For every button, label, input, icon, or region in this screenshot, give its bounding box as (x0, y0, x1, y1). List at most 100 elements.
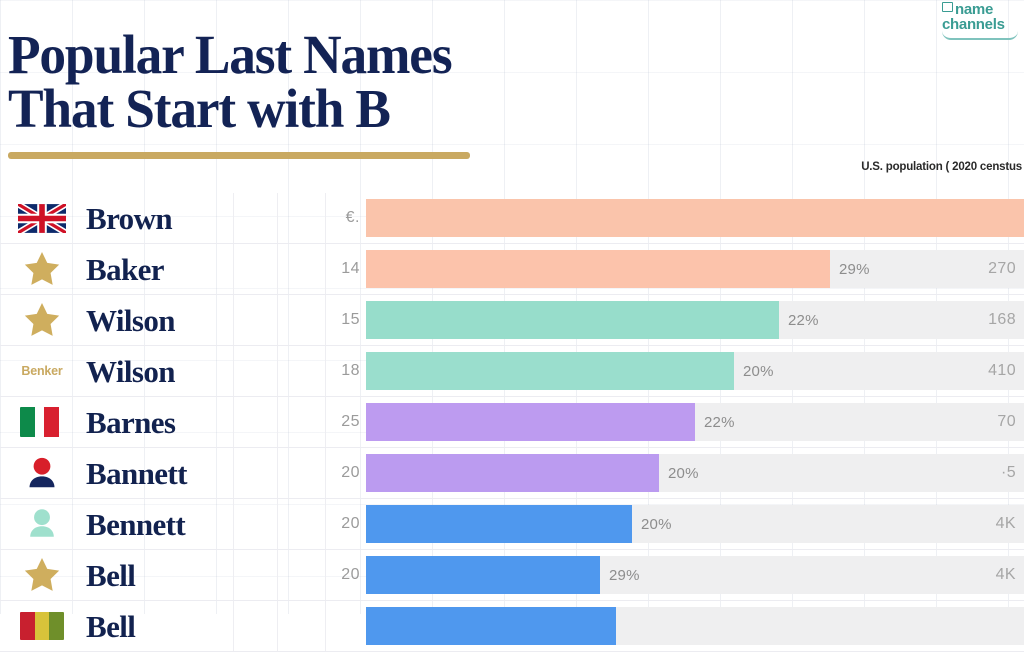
gold-star-icon (24, 252, 60, 285)
logo-swoosh-icon (942, 31, 1018, 41)
flag-italy-icon (20, 407, 64, 437)
column-divider (325, 295, 326, 345)
row-right-value: 410 (988, 362, 1016, 379)
row-name: Bell (86, 608, 136, 644)
column-divider (277, 550, 278, 600)
bar-percent-label: 22% (704, 413, 735, 431)
row-rank-value: 14 (341, 260, 360, 277)
bar-percent-label: 29% (839, 260, 870, 278)
bar (366, 352, 734, 390)
bar-track: 22% 168 (366, 301, 1024, 339)
column-divider (233, 244, 234, 294)
row-name: Baker (86, 251, 165, 287)
bar-percent-label (616, 607, 625, 645)
table-row: Bennett 20 20% 4K (0, 499, 1024, 550)
bar (366, 199, 1024, 237)
column-divider (277, 244, 278, 294)
column-divider (277, 295, 278, 345)
bar-percent-label: 20% (743, 362, 774, 380)
row-right-value: ·5 (1000, 464, 1016, 481)
row-rank-value: 20 (341, 566, 360, 583)
column-divider (233, 550, 234, 600)
row-right-value: 168 (988, 311, 1016, 328)
table-row: Baker 14 29% 270 (0, 244, 1024, 295)
table-row: Brown €. 29% (0, 193, 1024, 244)
row-rank-value: 25 (341, 413, 360, 430)
bar (366, 556, 600, 594)
column-divider (325, 346, 326, 396)
row-icon: Benker (0, 346, 84, 396)
column-divider (325, 550, 326, 600)
row-rank-value: 20 (341, 464, 360, 481)
bar (366, 403, 695, 441)
column-divider (277, 193, 278, 243)
row-icon (0, 244, 84, 294)
column-divider (233, 295, 234, 345)
bar-percent-label: 22% (788, 311, 819, 329)
flag-tricolor-icon (20, 612, 64, 640)
column-divider (325, 448, 326, 498)
row-right-value: 270 (988, 260, 1016, 277)
bar-track: 29% (366, 199, 1024, 237)
column-divider (233, 397, 234, 447)
row-name: Wilson (86, 302, 175, 338)
row-right-value: 4K (995, 566, 1016, 583)
page-title: Popular Last Names That Start with B (8, 24, 453, 140)
column-divider (325, 499, 326, 549)
column-divider (277, 346, 278, 396)
row-icon (0, 193, 84, 243)
person-red-icon (29, 457, 55, 488)
row-right-value: 4K (995, 515, 1016, 532)
row-rank-value: 18 (341, 362, 360, 379)
table-row: Benker Wilson 18 20% 410 (0, 346, 1024, 397)
table-row: Bell (0, 601, 1024, 652)
bar-track: 29% 4K (366, 556, 1024, 594)
row-icon (0, 448, 84, 498)
gold-star-icon (24, 303, 60, 336)
row-right-value: 70 (997, 413, 1016, 430)
text-badge-icon: Benker (21, 364, 63, 378)
bar (366, 505, 632, 543)
table-row: Bell 20 29% 4K (0, 550, 1024, 601)
bar-track: 20% 4K (366, 505, 1024, 543)
row-name: Barnes (86, 404, 176, 440)
bar (366, 301, 779, 339)
logo-line-1: name (955, 1, 993, 18)
column-divider (233, 601, 234, 651)
row-name: Brown (86, 200, 173, 236)
column-divider (277, 397, 278, 447)
logo-line-2: channels (942, 15, 1005, 33)
title-underline (8, 152, 470, 159)
row-rank-value (272, 601, 360, 651)
name-channels-logo: name channels (942, 1, 1018, 41)
table-row: Wilson 15 22% 168 (0, 295, 1024, 346)
logo-mark-icon (942, 2, 953, 12)
bar (366, 250, 830, 288)
row-rank-value: 20 (341, 515, 360, 532)
table-row: Bannett 20 20% ·5 (0, 448, 1024, 499)
bar-track: 20% 410 (366, 352, 1024, 390)
chart-rows: Brown €. 29% Baker 14 29% 270 Wilson 15 22% 168 Ben… (0, 193, 1024, 652)
bar-track: 20% ·5 (366, 454, 1024, 492)
person-mint-icon (30, 509, 54, 537)
row-rank-value: €. (345, 209, 360, 226)
row-icon (0, 499, 84, 549)
row-rank-value: 15 (341, 311, 360, 328)
bar-track: 29% 270 (366, 250, 1024, 288)
column-divider (277, 448, 278, 498)
column-divider (233, 346, 234, 396)
gold-star-icon (24, 558, 60, 591)
row-icon (0, 601, 84, 651)
bar (366, 607, 616, 645)
axis-note: U.S. population ( 2020 censtus (861, 161, 1022, 173)
bar-track: 22% 70 (366, 403, 1024, 441)
row-name: Bennett (86, 506, 186, 542)
column-divider (325, 193, 326, 243)
bar-track (366, 607, 1024, 645)
column-divider (325, 397, 326, 447)
column-divider (233, 448, 234, 498)
table-row: Barnes 25 22% 70 (0, 397, 1024, 448)
column-divider (277, 499, 278, 549)
row-icon (0, 295, 84, 345)
bar (366, 454, 659, 492)
